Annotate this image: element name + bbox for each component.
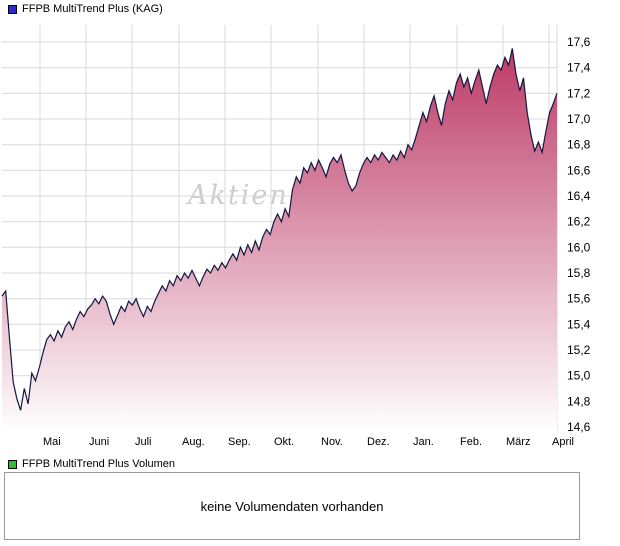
- svg-text:15,0: 15,0: [567, 369, 591, 383]
- svg-text:16,8: 16,8: [567, 138, 591, 152]
- svg-text:17,4: 17,4: [567, 61, 591, 75]
- svg-text:15,2: 15,2: [567, 343, 591, 357]
- price-chart-legend: FFPB MultiTrend Plus (KAG): [8, 3, 163, 15]
- svg-text:April: April: [552, 436, 574, 448]
- svg-text:16,0: 16,0: [567, 240, 591, 254]
- price-chart-svg: 14,6 14,8 15,0 15,2 15,4 15,6 15,8 16,0 16,2 16,4…: [1, 25, 591, 448]
- svg-text:Dez.: Dez.: [367, 436, 390, 448]
- svg-text:16,2: 16,2: [567, 215, 591, 229]
- volume-legend-label: FFPB MultiTrend Plus Volumen: [22, 458, 176, 470]
- svg-text:März: März: [506, 436, 530, 448]
- svg-text:16,6: 16,6: [567, 163, 591, 177]
- svg-text:Mai: Mai: [43, 436, 61, 448]
- svg-text:Nov.: Nov.: [321, 436, 343, 448]
- svg-text:Jan.: Jan.: [413, 436, 434, 448]
- svg-text:17,2: 17,2: [567, 86, 591, 100]
- svg-text:17,6: 17,6: [567, 35, 591, 49]
- volume-empty-message: keine Volumendaten vorhanden: [200, 498, 384, 514]
- svg-text:15,4: 15,4: [567, 317, 591, 331]
- svg-text:15,8: 15,8: [567, 266, 591, 280]
- svg-text:16,4: 16,4: [567, 189, 591, 203]
- volume-panel: keine Volumendaten vorhanden: [4, 472, 580, 540]
- svg-text:17,0: 17,0: [567, 112, 591, 126]
- price-legend-swatch-icon: [8, 4, 17, 14]
- volume-chart-legend: FFPB MultiTrend Plus Volumen: [8, 458, 175, 470]
- volume-legend-swatch-icon: [8, 459, 17, 469]
- svg-text:14,6: 14,6: [567, 420, 591, 434]
- svg-text:15,6: 15,6: [567, 292, 591, 306]
- svg-text:Aug.: Aug.: [182, 436, 205, 448]
- svg-text:Juli: Juli: [135, 436, 152, 448]
- price-legend-label: FFPB MultiTrend Plus (KAG): [22, 3, 163, 15]
- svg-text:14,8: 14,8: [567, 394, 591, 408]
- svg-text:Feb.: Feb.: [460, 436, 482, 448]
- svg-text:Okt.: Okt.: [274, 436, 294, 448]
- svg-text:Sep.: Sep.: [228, 436, 251, 448]
- svg-text:Juni: Juni: [89, 436, 109, 448]
